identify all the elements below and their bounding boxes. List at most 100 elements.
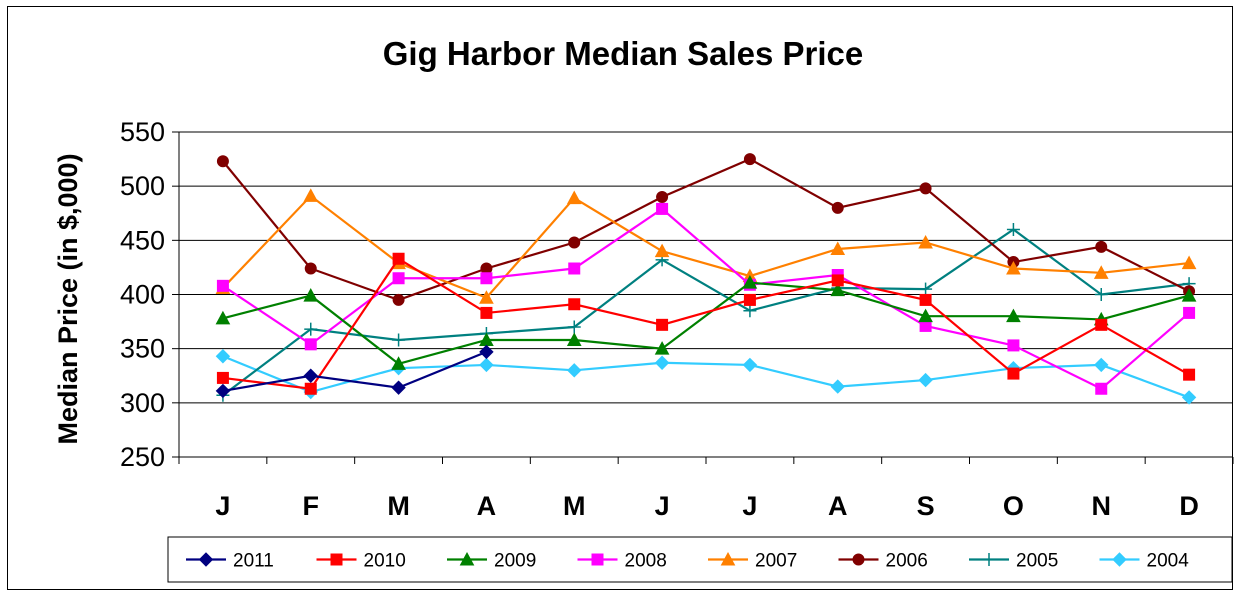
data-point-2008 (1095, 382, 1108, 395)
data-point-2007 (566, 190, 582, 205)
data-point-2007 (1181, 255, 1197, 270)
series-line-2006 (222, 157, 1190, 302)
data-point-2004 (215, 349, 231, 364)
data-point-2005 (392, 333, 406, 347)
series-line-2007 (222, 194, 1190, 300)
data-point-2008 (304, 338, 317, 351)
data-point-2009 (742, 275, 758, 289)
data-point-2010 (743, 293, 756, 306)
data-point-2007 (830, 241, 846, 255)
data-point-2007 (918, 234, 933, 249)
x-tick-label: M (563, 491, 586, 521)
y-tick-label: 450 (120, 225, 165, 255)
x-tick-label: M (387, 491, 410, 521)
x-tick-label: A (477, 491, 497, 521)
x-tick-label: J (215, 491, 230, 521)
legend-swatch-marker (330, 553, 343, 566)
data-point-2008 (216, 279, 229, 292)
series-line-2010 (222, 257, 1190, 390)
legend-item-2011: 2011 (186, 551, 274, 572)
data-point-2006 (392, 293, 405, 306)
data-point-2009 (654, 341, 670, 355)
data-point-2010 (392, 252, 405, 265)
data-point-2008 (568, 262, 581, 275)
data-point-2008 (656, 202, 669, 215)
series-2005 (216, 223, 1196, 402)
series-2009 (215, 275, 1197, 370)
series-2011 (215, 344, 494, 399)
data-point-2010 (216, 371, 229, 384)
legend-label: 2010 (364, 551, 406, 572)
legend-item-2006: 2006 (838, 551, 928, 572)
legend-label: 2009 (494, 551, 536, 572)
series-2004 (215, 349, 1197, 405)
data-point-2007 (654, 243, 670, 258)
legend-swatch-marker (459, 551, 475, 566)
data-point-2006 (1095, 240, 1108, 253)
data-point-2006 (656, 191, 669, 203)
data-point-2009 (1006, 308, 1021, 323)
series-2008 (216, 202, 1196, 395)
data-point-2006 (216, 155, 229, 168)
line-chart: Gig Harbor Median Sales Price Median Pri… (53, 35, 1234, 583)
data-point-2004 (830, 379, 845, 394)
series-2007 (215, 188, 1197, 304)
legend-item-2007: 2007 (708, 551, 797, 572)
data-point-2010 (831, 274, 844, 287)
series-line-2009 (222, 281, 1190, 366)
data-point-2008 (480, 272, 493, 285)
x-tick-label: A (828, 491, 848, 521)
x-tick-label: N (1092, 491, 1112, 521)
legend-swatch-marker (982, 553, 996, 566)
legend: 2011 2010 2009 2008 2007 2006 2005 2004 (167, 536, 1233, 583)
series-line-2004 (222, 355, 1190, 399)
legend-item-2005: 2005 (969, 551, 1058, 572)
data-point-2006 (568, 236, 581, 249)
data-point-2004 (567, 363, 582, 378)
legend-label: 2006 (886, 551, 928, 572)
x-tick-label: J (655, 491, 670, 521)
data-point-2010 (919, 293, 932, 306)
data-point-2010 (568, 298, 581, 311)
data-point-2009 (303, 288, 319, 302)
series-2006 (216, 153, 1196, 306)
gridlines (179, 131, 1233, 404)
chart-frame: Gig Harbor Median Sales Price Median Pri… (7, 6, 1234, 590)
legend-swatch-marker (720, 551, 736, 566)
series-line-2011 (222, 350, 487, 393)
data-point-2010 (1007, 367, 1020, 380)
y-tick-label: 350 (120, 334, 165, 364)
legend-swatch-marker (591, 553, 604, 566)
y-tick-label: 500 (120, 171, 165, 201)
axes: 250 300 350 400 450 500 550 J F M A M J J A S O N D (120, 117, 1234, 521)
data-point-2009 (566, 332, 582, 346)
data-point-2006 (304, 262, 317, 275)
x-tick-label: F (303, 491, 320, 521)
y-tick-label: 400 (120, 280, 165, 310)
legend-swatch-marker (1112, 552, 1127, 567)
series-group (215, 153, 1197, 405)
y-axis-label: Median Price (in $,000) (53, 153, 83, 444)
legend-label: 2011 (233, 551, 274, 572)
data-point-2010 (1183, 368, 1196, 381)
data-point-2009 (1181, 288, 1197, 302)
data-point-2010 (656, 318, 669, 331)
legend-label: 2004 (1147, 551, 1190, 572)
data-point-2006 (743, 153, 756, 166)
y-tick-label: 550 (120, 117, 165, 147)
legend-item-2009: 2009 (447, 551, 536, 572)
x-tick-label: J (742, 491, 757, 521)
legend-label: 2005 (1016, 551, 1058, 572)
series-line-2005 (222, 228, 1190, 397)
data-point-2004 (654, 355, 670, 370)
x-tick-label: S (917, 491, 935, 521)
data-point-2011 (391, 380, 406, 395)
data-point-2005 (304, 322, 318, 336)
legend-item-2010: 2010 (316, 551, 406, 572)
legend-swatch-marker (852, 553, 865, 566)
data-point-2010 (304, 382, 317, 395)
data-point-2007 (1006, 260, 1021, 275)
data-point-2010 (480, 306, 493, 319)
y-tick-label: 300 (120, 388, 165, 418)
data-point-2010 (1095, 318, 1108, 331)
